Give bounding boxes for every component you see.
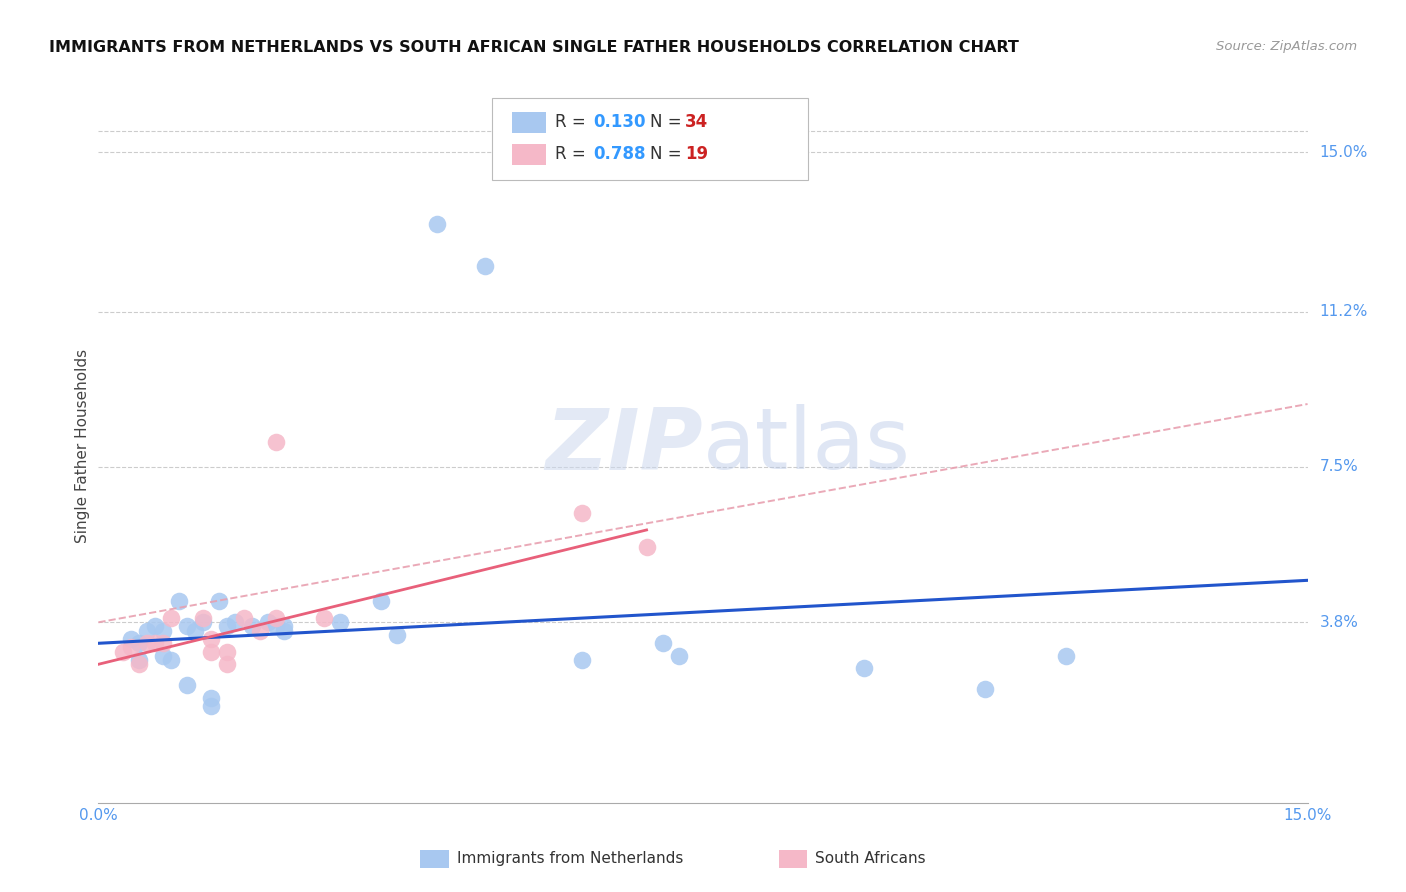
Point	[160, 611, 183, 625]
Text: N =: N =	[650, 113, 686, 131]
Point	[974, 682, 997, 697]
Point	[200, 690, 222, 705]
Text: R =: R =	[555, 145, 592, 163]
Point	[264, 619, 287, 633]
Point	[232, 611, 254, 625]
Point	[217, 645, 239, 659]
Point	[240, 619, 263, 633]
Point	[217, 657, 239, 672]
Point	[273, 624, 295, 638]
Point	[128, 636, 150, 650]
Text: 19: 19	[685, 145, 707, 163]
Point	[200, 632, 222, 646]
Point	[370, 594, 392, 608]
Text: 11.2%: 11.2%	[1320, 304, 1368, 319]
Text: 34: 34	[685, 113, 709, 131]
Point	[651, 636, 673, 650]
Point	[152, 648, 174, 663]
Point	[636, 540, 658, 554]
Point	[273, 619, 295, 633]
Text: N =: N =	[650, 145, 686, 163]
Text: atlas: atlas	[703, 404, 911, 488]
Text: 3.8%: 3.8%	[1320, 615, 1358, 630]
Point	[193, 615, 215, 630]
Point	[571, 506, 593, 520]
Text: 15.0%: 15.0%	[1320, 145, 1368, 160]
Point	[176, 678, 198, 692]
Text: R =: R =	[555, 113, 592, 131]
Y-axis label: Single Father Households: Single Father Households	[75, 349, 90, 543]
Point	[111, 645, 134, 659]
Point	[135, 636, 157, 650]
Point	[1054, 648, 1077, 663]
Text: South Africans: South Africans	[815, 851, 927, 865]
Text: Immigrants from Netherlands: Immigrants from Netherlands	[457, 851, 683, 865]
Point	[224, 615, 246, 630]
Text: ZIP: ZIP	[546, 404, 703, 488]
Point	[571, 653, 593, 667]
Point	[217, 619, 239, 633]
Point	[120, 640, 142, 655]
Point	[135, 624, 157, 638]
Point	[208, 594, 231, 608]
Text: 0.130: 0.130	[593, 113, 645, 131]
Point	[249, 624, 271, 638]
Text: 7.5%: 7.5%	[1320, 459, 1358, 475]
Point	[474, 259, 496, 273]
Point	[152, 636, 174, 650]
Point	[184, 624, 207, 638]
Point	[264, 611, 287, 625]
Point	[128, 657, 150, 672]
Text: IMMIGRANTS FROM NETHERLANDS VS SOUTH AFRICAN SINGLE FATHER HOUSEHOLDS CORRELATIO: IMMIGRANTS FROM NETHERLANDS VS SOUTH AFR…	[49, 40, 1019, 55]
Point	[314, 611, 336, 625]
Point	[193, 611, 215, 625]
Point	[152, 624, 174, 638]
Point	[200, 645, 222, 659]
Point	[853, 661, 876, 675]
Point	[128, 653, 150, 667]
Point	[256, 615, 278, 630]
Text: Source: ZipAtlas.com: Source: ZipAtlas.com	[1216, 40, 1357, 54]
Point	[143, 636, 166, 650]
Point	[143, 619, 166, 633]
Point	[385, 628, 408, 642]
Point	[329, 615, 352, 630]
Point	[200, 699, 222, 714]
Text: 0.788: 0.788	[593, 145, 645, 163]
Point	[160, 653, 183, 667]
Point	[264, 434, 287, 449]
Point	[176, 619, 198, 633]
Point	[668, 648, 690, 663]
Point	[120, 632, 142, 646]
Point	[167, 594, 190, 608]
Point	[426, 217, 449, 231]
